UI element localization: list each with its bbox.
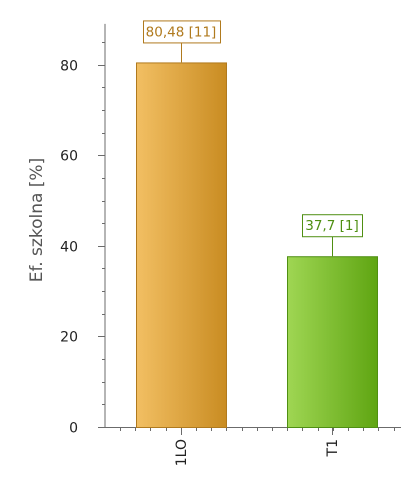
data-label-text: 37,7 [1] <box>305 218 358 234</box>
x-tick-label: T1 <box>325 439 341 457</box>
data-label-box <box>143 20 221 44</box>
y-tick-label: 40 <box>60 240 78 256</box>
data-label-box <box>302 214 363 238</box>
y-tick-label: 0 <box>69 421 78 437</box>
bar-1LO <box>136 62 227 428</box>
y-axis-label: Ef. szkolna [%] <box>27 158 47 282</box>
y-tick-label: 60 <box>60 149 78 165</box>
plot-area: 0 20 40 60 80 1LO 80,48 [11] T1 37,7 [1] <box>60 20 401 466</box>
data-label-text: 80,48 [11] <box>146 24 217 40</box>
y-tick-label: 80 <box>60 59 78 75</box>
x-tick-label: 1LO <box>174 439 190 466</box>
bar-T1 <box>287 256 378 428</box>
y-tick-label: 20 <box>60 330 78 346</box>
